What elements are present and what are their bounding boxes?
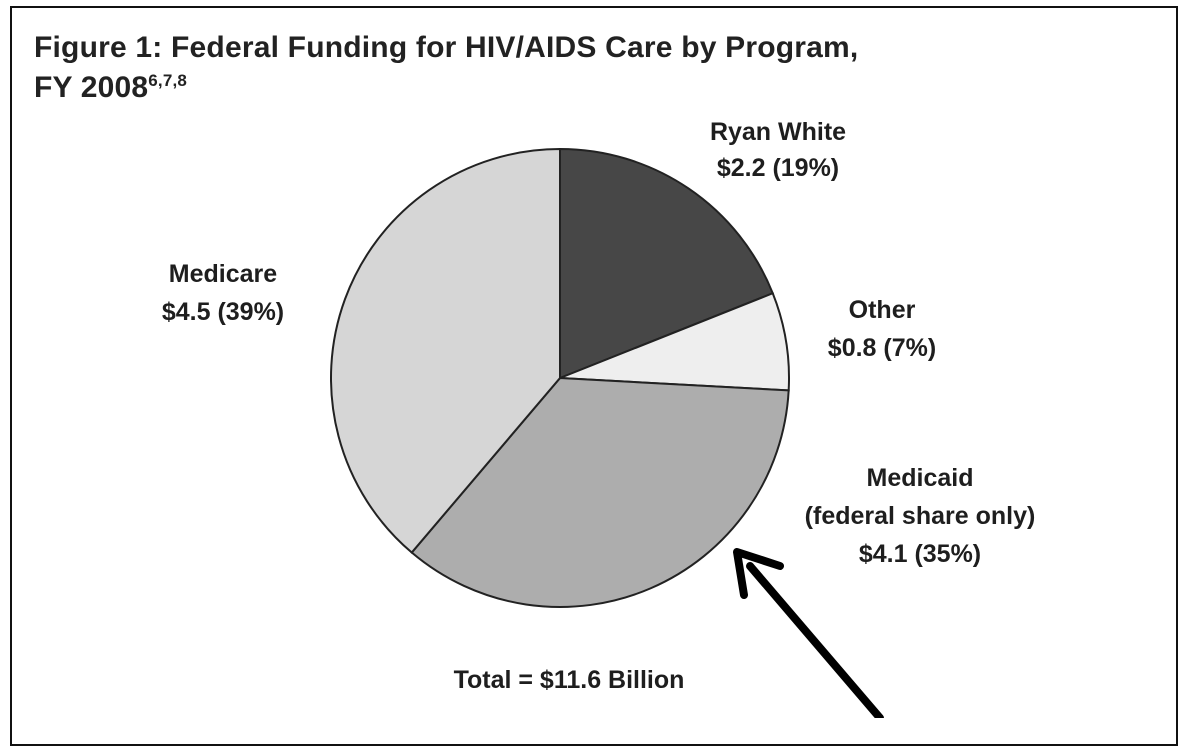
chart-title-superscript: 6,7,8 <box>148 71 188 90</box>
chart-title-line2: FY 2008 <box>34 71 149 104</box>
arrow-head <box>733 548 784 599</box>
slice-label-ryan-white: Ryan White $2.2 (19%) <box>710 118 846 182</box>
slice-label-medicaid-line1: Medicaid <box>867 464 974 492</box>
pie-slice-medicaid <box>410 376 790 608</box>
slice-label-medicare-line1: Medicare <box>169 260 277 288</box>
pie-slice-ryan-white <box>559 147 775 380</box>
slice-label-other-line1: Other <box>849 296 916 324</box>
slice-label-other: Other $0.8 (7%) <box>828 296 936 362</box>
slice-label-ryan-white-line2: $2.2 (19%) <box>717 154 839 182</box>
total-label: Total = $11.6 Billion <box>454 666 685 694</box>
arrow-shaft <box>746 562 884 718</box>
slice-label-ryan-white-line1: Ryan White <box>710 118 846 146</box>
slice-label-medicaid-line2: (federal share only) <box>805 502 1036 530</box>
chart-title: Figure 1: Federal Funding for HIV/AIDS C… <box>34 28 858 108</box>
pie-slice-medicare <box>330 147 561 554</box>
slice-label-medicaid-line3: $4.1 (35%) <box>859 540 981 568</box>
slice-label-other-line2: $0.8 (7%) <box>828 334 936 362</box>
chart-title-line1: Figure 1: Federal Funding for HIV/AIDS C… <box>34 31 859 64</box>
slice-label-medicaid: Medicaid (federal share only) $4.1 (35%) <box>805 464 1036 568</box>
arrow-annotation <box>733 548 884 718</box>
pie-slices <box>330 147 790 608</box>
pie-chart: Ryan White $2.2 (19%) Other $0.8 (7%) Me… <box>162 118 1036 718</box>
slice-label-medicare: Medicare $4.5 (39%) <box>162 260 284 326</box>
slice-label-medicare-line2: $4.5 (39%) <box>162 298 284 326</box>
